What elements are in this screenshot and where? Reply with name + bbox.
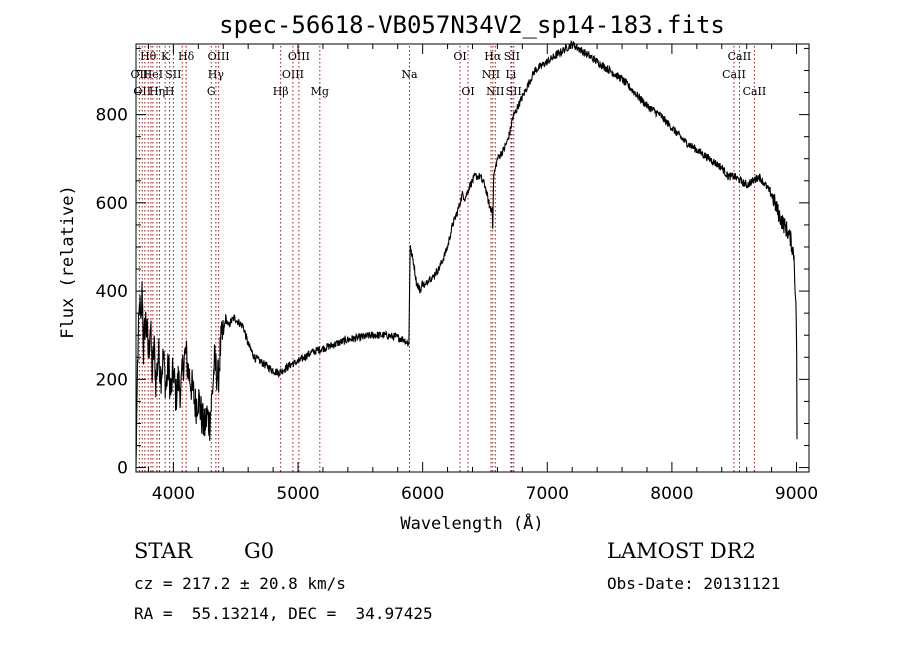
object-class: STAR [134, 539, 193, 563]
line-marker-label: K [161, 50, 170, 63]
line-marker-label: CaII [728, 50, 752, 63]
x-tick-label: 4000 [152, 484, 195, 504]
line-marker-label: OII [133, 85, 151, 98]
y-tick-label: 800 [96, 106, 128, 126]
line-marker-label: Hθ [140, 50, 157, 63]
y-tick-label: 400 [96, 282, 128, 302]
x-tick-label: 9000 [775, 484, 818, 504]
line-marker-label: Hβ [273, 85, 289, 98]
x-axis-label: Wavelength (Å) [400, 512, 543, 534]
line-marker-label: Na [401, 68, 418, 81]
x-tick-label: 8000 [650, 484, 693, 504]
line-marker-label: H [165, 85, 175, 98]
line-marker-label: SII [504, 50, 520, 63]
line-marker-label: NII [486, 85, 504, 98]
spectrum-line [135, 39, 798, 468]
line-marker-label: Hδ [178, 50, 195, 63]
line-marker-label: HeI [143, 68, 163, 81]
coordinates: RA = 55.13214, DEC = 34.97425 [134, 604, 433, 623]
line-marker-label: CaII [722, 68, 746, 81]
line-marker-label: Mg [311, 85, 329, 98]
line-marker-label: SII [165, 68, 181, 81]
chart-title: spec-56618-VB057N34V2_sp14-183.fits [219, 11, 725, 39]
line-marker-label: Hα [484, 50, 502, 63]
line-marker-label: G [207, 85, 216, 98]
line-marker-label: Li [505, 68, 516, 81]
line-marker-label: OIII [282, 68, 304, 81]
line-marker-label: CaII [743, 85, 767, 98]
line-marker-label: SII [506, 85, 522, 98]
line-markers: OII OII Hθ HeI Hη K H SII Hδ G Hγ OIII Hβ OIII OIII Mg N… [131, 46, 767, 472]
object-subclass: G0 [244, 539, 275, 563]
line-marker-label: OI [453, 50, 466, 63]
line-marker-label: OIII [208, 50, 230, 63]
survey-name: LAMOST DR2 [607, 539, 756, 563]
plot-frame [135, 43, 810, 473]
line-marker-label: Hγ [208, 68, 225, 81]
line-marker-label: NII [482, 68, 500, 81]
line-marker-label: OI [461, 85, 474, 98]
velocity-readout: cz = 217.2 ± 20.8 km/s [134, 574, 346, 593]
y-axis-label: Flux (relative) [58, 185, 78, 339]
line-marker-label: Hη [149, 85, 165, 98]
x-tick-label: 7000 [526, 484, 569, 504]
obs-date: Obs-Date: 20131121 [607, 574, 781, 593]
x-tick-label: 5000 [276, 484, 319, 504]
axes: 4000 5000 6000 7000 8000 9000 0 200 400 600 800 [96, 44, 818, 504]
y-tick-label: 0 [117, 459, 128, 479]
line-marker-label: OII [131, 68, 149, 81]
y-tick-label: 200 [96, 370, 128, 390]
y-tick-label: 600 [96, 194, 128, 214]
line-marker-label: OIII [288, 50, 310, 63]
x-tick-label: 6000 [401, 484, 444, 504]
